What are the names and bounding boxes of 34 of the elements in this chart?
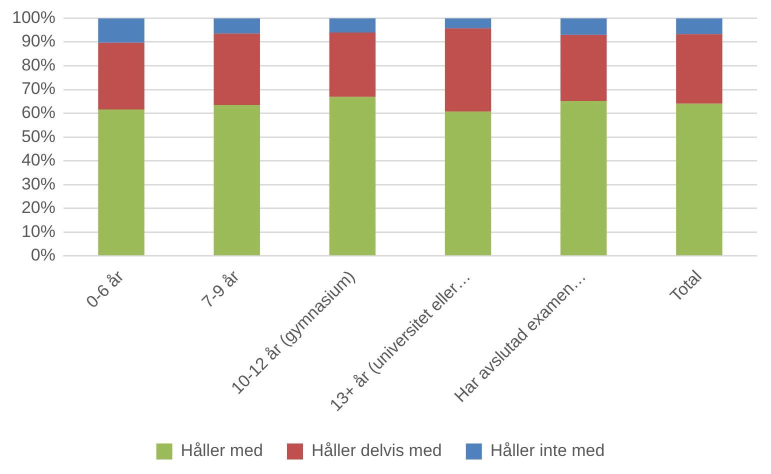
bar (444, 28, 492, 112)
y-tick-label: 30% (21, 174, 56, 194)
bar (98, 18, 144, 43)
y-tick-label: 10% (21, 222, 56, 241)
bar (560, 34, 607, 101)
legend-label: Håller inte med (490, 441, 605, 460)
bar (676, 18, 722, 34)
bar (98, 42, 144, 110)
bar (98, 109, 144, 256)
legend-label: Håller med (180, 441, 263, 460)
bar (676, 104, 722, 256)
bar (444, 18, 492, 28)
bar (676, 34, 722, 104)
bar (214, 34, 260, 105)
bar (214, 18, 260, 34)
bar (444, 112, 492, 256)
bar (329, 32, 376, 97)
bar (560, 100, 607, 256)
x-tick-label: 7-9 år (198, 266, 244, 312)
bar (214, 104, 260, 256)
y-tick-label: 20% (21, 198, 56, 218)
bar (560, 18, 607, 35)
bar (329, 18, 376, 32)
y-tick-label: 0% (30, 246, 56, 265)
y-tick-label: 100% (12, 8, 56, 27)
y-tick-label: 50% (21, 126, 56, 146)
bar (329, 96, 376, 256)
y-tick-label: 70% (21, 79, 56, 98)
y-tick-label: 80% (21, 55, 56, 74)
legend-label: Håller delvis med (311, 441, 442, 460)
y-tick-label: 40% (21, 150, 56, 170)
y-tick-label: 90% (21, 32, 56, 51)
x-tick-label: 0-6 år (82, 266, 128, 312)
y-tick-label: 60% (21, 102, 56, 122)
